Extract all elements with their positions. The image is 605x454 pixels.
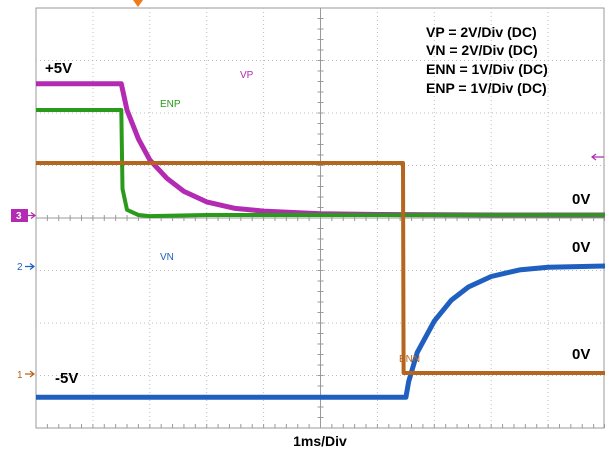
trace-group: [36, 81, 605, 400]
scale-enp: ENP = 1V/Div (DC): [426, 80, 547, 96]
scale-vp: VP = 2V/Div (DC): [426, 24, 537, 40]
channel-1-arrow-icon: [25, 370, 35, 378]
scale-vn: VN = 2V/Div (DC): [426, 42, 538, 58]
channel-3-marker: [11, 209, 28, 222]
x-axis-label: 1ms/Div: [293, 433, 347, 449]
label-0v-vn: 0V: [572, 239, 590, 256]
trace-label-group: VP ENP VN ENN: [160, 70, 420, 365]
channel-3-arrow-icon: [28, 212, 36, 219]
label-0v-enn: 0V: [572, 346, 590, 363]
channel-3-label: 3: [16, 211, 22, 222]
scope-grid: [35, 7, 605, 429]
right-edge-marker-icon: [591, 153, 604, 161]
label-0v-top: 0V: [572, 191, 590, 208]
label-minus5v: -5V: [55, 370, 78, 387]
trace-label-enn: ENN: [399, 354, 420, 365]
label-plus5v: +5V: [45, 60, 72, 77]
trace-label-enp: ENP: [160, 99, 181, 110]
trace-vn: [36, 263, 605, 400]
scale-enn: ENN = 1V/Div (DC): [426, 61, 548, 77]
trace-label-vp: VP: [240, 70, 254, 81]
trigger-marker-icon: [133, 0, 143, 7]
channel-2-label: 2: [17, 262, 23, 273]
channel-1-label: 1: [17, 370, 23, 381]
trace-enp: [36, 108, 605, 219]
channel-2-arrow-icon: [25, 263, 35, 270]
trace-enn: [36, 161, 605, 375]
trace-label-vn: VN: [160, 252, 174, 263]
